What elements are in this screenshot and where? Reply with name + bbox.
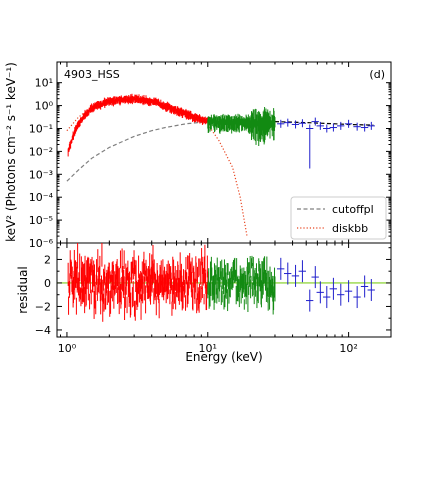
y-tick-label: 10⁻⁶ [29, 237, 54, 250]
bottom-data-layer [67, 243, 375, 322]
top-y-axis-label: keV² (Photons cm⁻² s⁻¹ keV⁻¹) [4, 62, 18, 242]
y-tick-label: 2 [44, 253, 51, 266]
total-model-curve [274, 121, 374, 126]
y-tick-label: 10⁻³ [29, 168, 53, 181]
bottom-y-axis-label: residual [16, 266, 30, 314]
x-tick-label: 10² [339, 342, 357, 355]
y-tick-label: 10⁻¹ [29, 122, 53, 135]
panel-label: (d) [369, 68, 385, 81]
y-tick-label: 10⁰ [35, 100, 54, 113]
top-data-layer [66, 93, 375, 237]
y-tick-label: 10⁻² [29, 145, 53, 158]
bottom-plot-frame [56, 242, 392, 338]
y-tick-label: 10⁻⁵ [29, 214, 53, 227]
bottom-y-ticks: −4 −2 0 2 [35, 247, 391, 337]
x-tick-label: 10¹ [199, 342, 217, 355]
y-tick-label: 10¹ [35, 77, 53, 90]
top-y-ticks: 10⁻⁶ 10⁻⁵ 10⁻⁴ 10⁻³ 10⁻² 10⁻¹ 10⁰ 10¹ [29, 77, 391, 250]
x-tick-label: 10⁰ [58, 342, 77, 355]
y-tick-label: 10⁻⁴ [29, 191, 54, 204]
bottom-x-ticks: 10⁰ 10¹ 10² [58, 243, 392, 355]
source-label: 4903_HSS [64, 68, 120, 81]
legend-diskbb-label: diskbb [332, 222, 368, 235]
legend: cutoffpl diskbb [290, 196, 387, 240]
bottom-panel: −4 −2 0 2 10⁰ 10¹ 10² residual Energy (keV) [16, 242, 392, 364]
legend-cutoffpl-label: cutoffpl [332, 203, 374, 216]
legend-box [290, 196, 387, 240]
y-tick-label: −4 [35, 324, 51, 337]
y-tick-label: 0 [44, 277, 51, 290]
cutoffpl-model-curve [66, 119, 276, 182]
y-tick-label: −2 [35, 300, 51, 313]
x-axis-label: Energy (keV) [185, 350, 262, 364]
